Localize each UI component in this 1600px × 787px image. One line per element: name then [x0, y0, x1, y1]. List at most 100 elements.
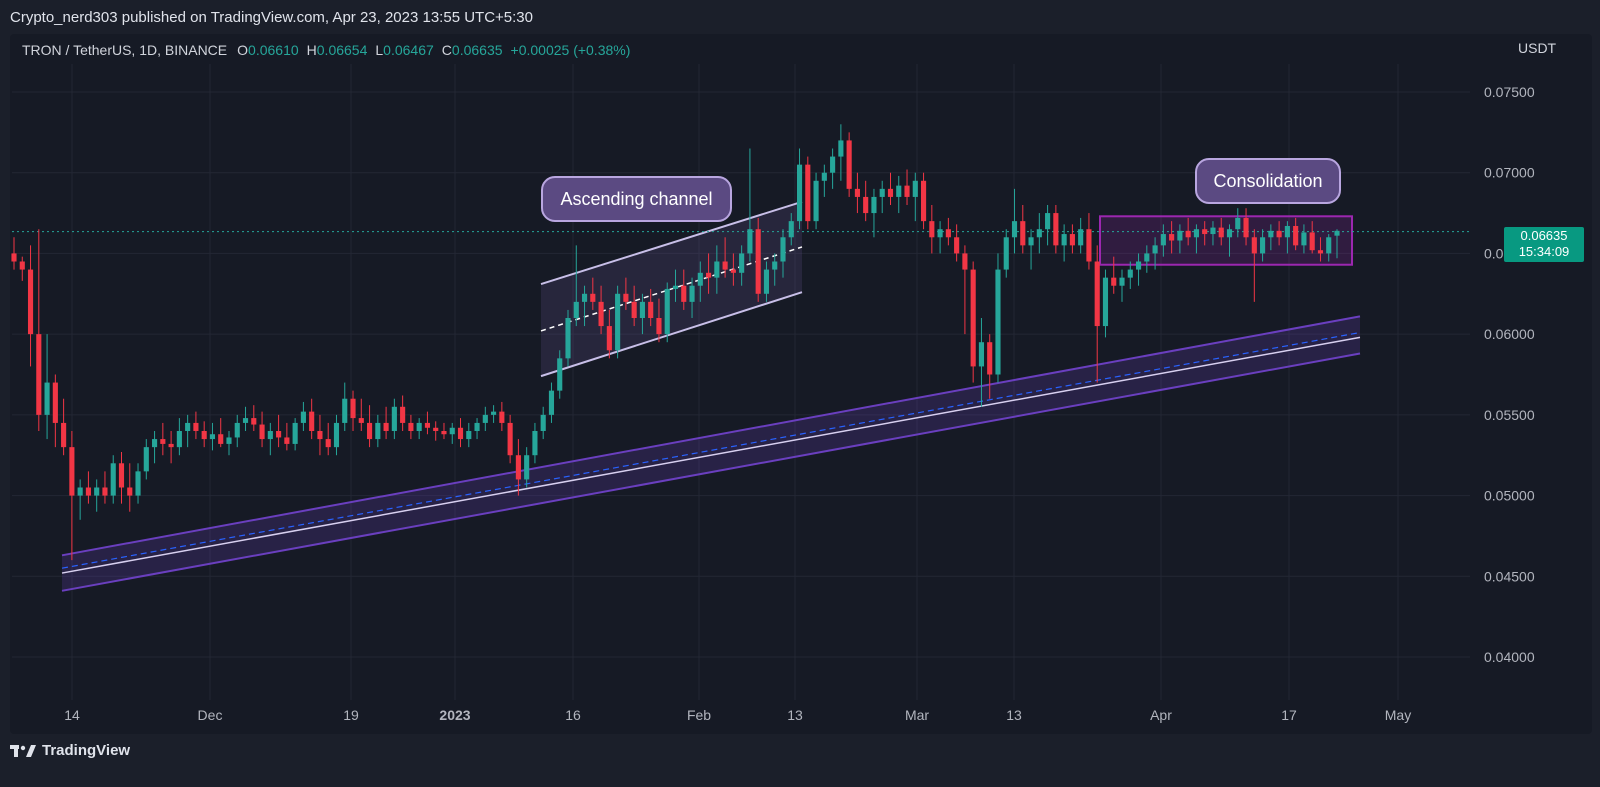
candle-body: [1144, 253, 1150, 262]
candle-body: [1185, 230, 1191, 238]
tradingview-text: TradingView: [42, 742, 131, 759]
candle-body: [366, 422, 373, 440]
x-tick-label: Dec: [198, 707, 223, 723]
candle-body: [978, 342, 985, 367]
candle-body: [970, 269, 976, 367]
candle-body: [689, 285, 695, 302]
candle-body: [954, 237, 960, 254]
candle-body: [515, 455, 521, 480]
ascending-channel-callout[interactable]: Ascending channel: [541, 176, 732, 222]
candle-body: [598, 301, 604, 327]
candle-body: [672, 285, 679, 289]
candle-body: [433, 427, 439, 431]
y-tick-label: 0.05500: [1484, 407, 1535, 423]
candle-body: [813, 180, 819, 222]
candle-body: [424, 422, 431, 428]
channel-upper-line: [540, 200, 803, 286]
y-tick-label: 0.07500: [1484, 84, 1535, 100]
candle-body: [201, 431, 207, 440]
candle-body: [234, 422, 240, 438]
candle-body: [102, 487, 108, 496]
candle-body: [1169, 234, 1175, 241]
x-tick-label: 13: [787, 707, 803, 723]
candle-body: [920, 180, 927, 222]
candle-body: [780, 237, 786, 262]
candle-body: [1127, 269, 1133, 278]
x-tick-label: 2023: [439, 707, 470, 723]
candle-body: [747, 229, 753, 254]
candle-body: [185, 422, 191, 431]
symbol-label[interactable]: TRON / TetherUS, 1D, BINANCE: [22, 42, 228, 58]
candle-body: [697, 272, 703, 286]
candle-body: [358, 418, 364, 423]
candle-body: [739, 253, 745, 273]
candle-body: [1251, 237, 1257, 254]
candle-body: [606, 326, 612, 351]
candle-body: [491, 411, 497, 415]
candle-body: [664, 288, 670, 335]
last-price: 0.06635: [1520, 228, 1568, 243]
candle-body: [449, 427, 455, 435]
candle-body: [995, 269, 1001, 375]
x-tick-label: 13: [1006, 707, 1022, 723]
candle-body: [110, 463, 116, 496]
candle-body: [532, 431, 538, 456]
candle-body: [904, 185, 910, 197]
candle-body: [929, 221, 935, 238]
candle-body: [276, 431, 282, 438]
candle-body: [557, 358, 563, 391]
candle-body: [77, 487, 83, 496]
candle-body: [945, 229, 951, 238]
candle-body: [1119, 277, 1125, 286]
y-tick-label: 0.05000: [1484, 488, 1535, 504]
candle-body: [1276, 230, 1282, 238]
candle-body: [821, 172, 827, 181]
candle-body: [896, 185, 902, 197]
candle-body: [1102, 277, 1109, 327]
candle-body: [309, 411, 315, 431]
candle-body: [681, 285, 687, 302]
low-label: L: [375, 42, 384, 58]
x-tick-label: May: [1385, 707, 1411, 723]
candle-body: [19, 261, 25, 270]
candle-body: [706, 272, 712, 278]
candle-body: [788, 221, 794, 238]
candle-body: [160, 439, 166, 444]
candle-body: [1045, 213, 1051, 230]
low-value: 0.06467: [383, 42, 434, 58]
candle-body: [838, 140, 844, 157]
consolidation-callout[interactable]: Consolidation: [1195, 158, 1341, 204]
x-tick-label: 17: [1281, 707, 1297, 723]
candle-body: [242, 418, 249, 423]
ascending-channel-text: Ascending channel: [560, 189, 713, 209]
open-label: O: [237, 42, 249, 58]
candle-body: [325, 439, 331, 448]
candle-body: [524, 455, 530, 480]
candle-body: [1334, 230, 1340, 236]
band-lower-line: [61, 352, 1361, 592]
candle-body: [1210, 227, 1216, 235]
change-value: +0.00025 (+0.38%): [510, 42, 631, 58]
candle-body: [441, 431, 447, 435]
candle-body: [863, 196, 869, 214]
currency-label: USDT: [1518, 40, 1557, 56]
channel-lower-line: [540, 291, 803, 378]
band-upper-line: [61, 315, 1361, 557]
y-tick-label: 0.04500: [1484, 568, 1535, 584]
candle-body: [887, 188, 894, 197]
candle-body: [573, 301, 579, 318]
candle-body: [830, 156, 836, 173]
candle-body: [714, 261, 720, 278]
candle-body: [639, 301, 645, 318]
candle-body: [1094, 261, 1100, 327]
x-tick-label: 14: [64, 707, 80, 723]
tradingview-brand[interactable]: TradingView: [10, 742, 130, 759]
bar-countdown: 15:34:09: [1518, 244, 1570, 259]
candle-body: [375, 422, 381, 440]
candle-body: [755, 229, 761, 294]
candle-body: [1078, 229, 1084, 246]
tradingview-logo-icon: [10, 744, 36, 757]
chart-area[interactable]: [10, 34, 1592, 734]
candle-body: [1152, 245, 1158, 254]
